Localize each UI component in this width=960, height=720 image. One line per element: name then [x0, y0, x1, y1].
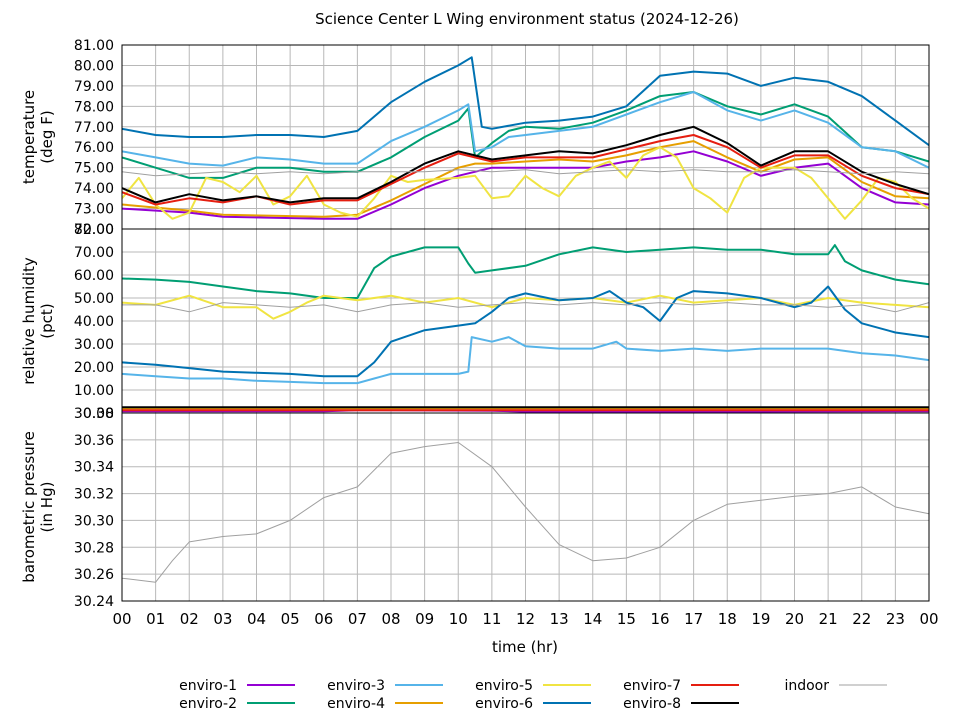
- x-tick-label: 11: [482, 610, 501, 628]
- environment-chart: Science Center L Wing environment status…: [0, 0, 960, 720]
- x-tick-label: 13: [550, 610, 569, 628]
- y-tick-label: 70.00: [74, 245, 114, 261]
- legend-label-enviro-7: enviro-7: [623, 678, 681, 694]
- y-axis-label: (in Hg): [38, 482, 56, 533]
- x-tick-label: 10: [449, 610, 468, 628]
- panel-temperature: 72.0073.0074.0075.0076.0077.0078.0079.00…: [20, 38, 929, 238]
- x-tick-label: 23: [886, 610, 905, 628]
- x-tick-label: 16: [650, 610, 669, 628]
- y-tick-label: 30.30: [74, 513, 114, 529]
- x-tick-label: 15: [617, 610, 636, 628]
- x-tick-label: 12: [516, 610, 535, 628]
- y-axis-label: (pct): [38, 303, 56, 338]
- x-tick-label: 04: [247, 610, 266, 628]
- x-tick-label: 02: [180, 610, 199, 628]
- y-tick-label: 80.00: [74, 222, 114, 238]
- y-axis-label: relative humidity: [20, 257, 38, 385]
- panel-humidity: 0.0010.0020.0030.0040.0050.0060.0070.008…: [20, 222, 929, 422]
- y-axis-label: barometric pressure: [20, 431, 38, 583]
- x-tick-label: 06: [314, 610, 333, 628]
- y-tick-label: 74.00: [74, 181, 114, 197]
- x-tick-label: 00: [112, 610, 131, 628]
- x-tick-label: 14: [583, 610, 602, 628]
- y-tick-label: 73.00: [74, 202, 114, 218]
- y-axis-label: (deg F): [38, 110, 56, 163]
- legend-label-enviro-3: enviro-3: [327, 678, 385, 694]
- chart-panels: 72.0073.0074.0075.0076.0077.0078.0079.00…: [20, 38, 929, 610]
- x-axis: 00 01 02 03 04 05 06 07 08 09 10 11 12 13 14 15 16 17 18 19…: [112, 610, 938, 628]
- y-tick-label: 30.34: [74, 460, 114, 476]
- y-tick-label: 10.00: [74, 383, 114, 399]
- y-tick-label: 78.00: [74, 99, 114, 115]
- x-tick-label: 09: [415, 610, 434, 628]
- y-tick-label: 40.00: [74, 314, 114, 330]
- x-tick-label: 07: [348, 610, 367, 628]
- x-tick-label: 19: [751, 610, 770, 628]
- x-axis-label: time (hr): [492, 638, 558, 656]
- legend-label-enviro-5: enviro-5: [475, 678, 533, 694]
- y-tick-label: 30.26: [74, 567, 114, 583]
- y-axis-label: temperature: [20, 90, 38, 184]
- x-tick-label: 00: [919, 610, 938, 628]
- x-tick-label: 18: [718, 610, 737, 628]
- y-tick-label: 30.24: [74, 594, 114, 610]
- legend-label-enviro-2: enviro-2: [179, 696, 237, 712]
- y-tick-label: 76.00: [74, 140, 114, 156]
- y-tick-label: 81.00: [74, 38, 114, 54]
- x-tick-label: 17: [684, 610, 703, 628]
- y-tick-label: 77.00: [74, 120, 114, 136]
- y-tick-label: 20.00: [74, 360, 114, 376]
- legend-label-indoor: indoor: [784, 678, 829, 694]
- x-tick-label: 21: [819, 610, 838, 628]
- y-tick-label: 50.00: [74, 291, 114, 307]
- y-tick-label: 30.32: [74, 487, 114, 503]
- legend-label-enviro-6: enviro-6: [475, 696, 533, 712]
- y-tick-label: 30.38: [74, 406, 114, 422]
- panel-pressure: 30.24 30.26 30.28 30.30 30.32 30.34 30.36 30.38…: [20, 406, 929, 610]
- y-tick-label: 30.28: [74, 540, 114, 556]
- x-tick-label: 22: [852, 610, 871, 628]
- x-tick-label: 20: [785, 610, 804, 628]
- y-tick-label: 30.36: [74, 433, 114, 449]
- y-tick-label: 79.00: [74, 79, 114, 95]
- y-tick-label: 30.00: [74, 337, 114, 353]
- x-tick-label: 08: [381, 610, 400, 628]
- legend-label-enviro-1: enviro-1: [179, 678, 237, 694]
- x-tick-label: 01: [146, 610, 165, 628]
- legend: enviro-1 enviro-2 enviro-3 enviro-4 enviro-5…: [179, 678, 887, 712]
- y-tick-label: 75.00: [74, 161, 114, 177]
- legend-label-enviro-4: enviro-4: [327, 696, 385, 712]
- chart-title: Science Center L Wing environment status…: [315, 10, 739, 28]
- y-tick-label: 60.00: [74, 268, 114, 284]
- x-tick-label: 05: [281, 610, 300, 628]
- x-tick-label: 03: [213, 610, 232, 628]
- legend-label-enviro-8: enviro-8: [623, 696, 681, 712]
- y-tick-label: 80.00: [74, 58, 114, 74]
